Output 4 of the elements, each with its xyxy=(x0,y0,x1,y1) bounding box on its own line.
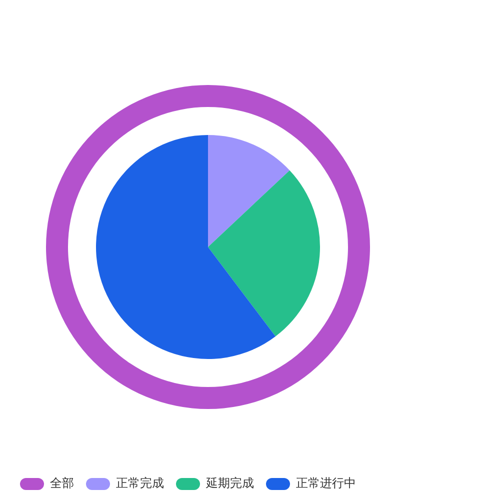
legend-label: 全部 xyxy=(50,476,74,490)
legend-label: 延期完成 xyxy=(205,476,254,490)
legend-label: 正常完成 xyxy=(116,476,164,490)
legend-label: 正常进行中 xyxy=(296,476,356,490)
